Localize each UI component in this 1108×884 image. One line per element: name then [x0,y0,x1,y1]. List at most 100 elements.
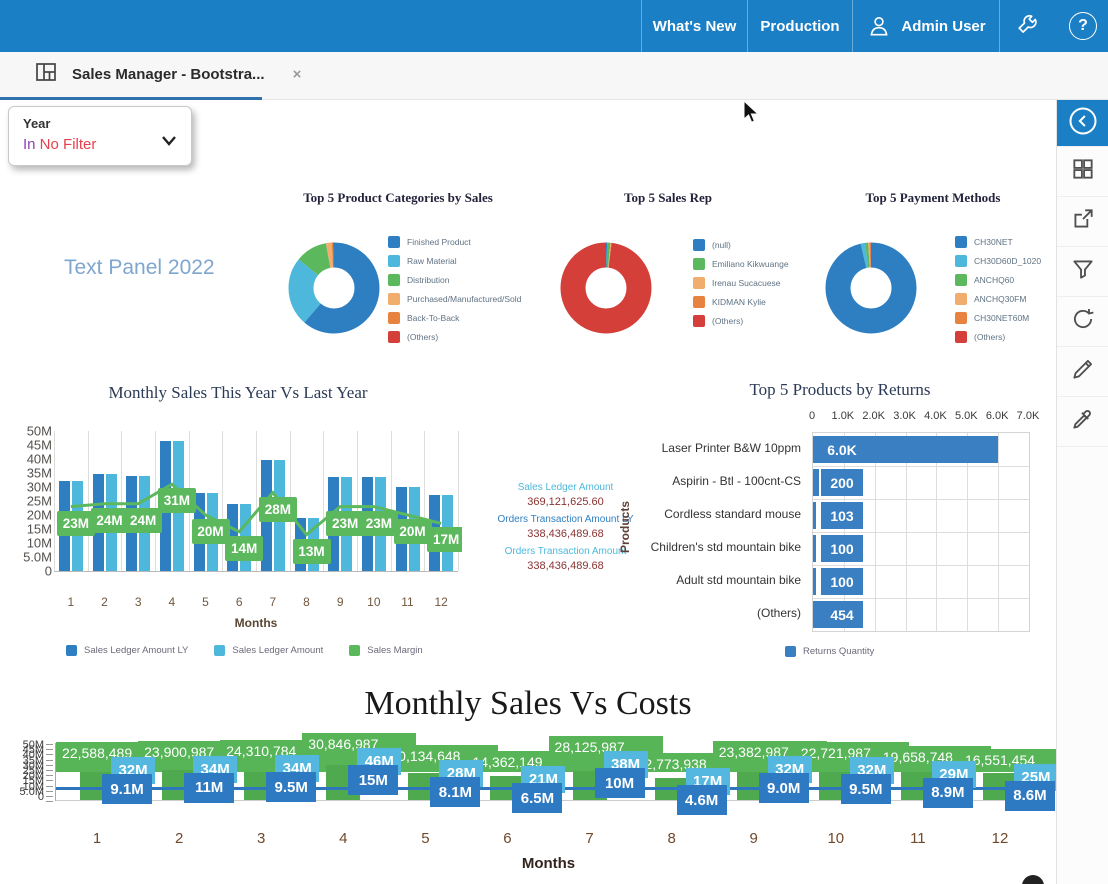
year-filter[interactable]: Year In No Filter [8,106,192,166]
chart-title: Top 5 Products by Returns [749,380,931,399]
y-tick-label: 40M [26,451,52,467]
gridline [121,431,123,571]
legend-swatch [388,311,400,324]
legend-item-back-to-back[interactable]: Back-To-Back [388,308,521,327]
data-label-sales-margin-month-3: 24M [124,507,163,533]
chevron-down-icon[interactable] [159,134,179,153]
gridline [54,431,55,571]
whats-new-label: What's New [652,17,737,35]
chart-legend: CH30NET CH30D60D_1020 ANCHQ60 ANCHQ30FM CH30… [955,232,1041,346]
gridline [424,431,426,571]
legend-item-emiliano-kikwuange[interactable]: Emiliano Kikwuange [693,254,789,273]
legend-label: Irenau Sucacuese [712,277,781,288]
help-icon: ? [1069,12,1097,40]
legend-item-null[interactable]: (null) [693,235,789,254]
x-tick-label: 4 [339,830,348,847]
legend-item-others[interactable]: (Others) [388,327,521,346]
admin-user-button[interactable]: Admin User [852,0,999,52]
refresh-icon [1070,306,1096,337]
gridline [323,431,325,571]
kpi-label-orders-transaction-amount: Orders Transaction Amount [504,546,627,557]
data-label-margin-month-7: 10M [594,768,645,799]
donut-segment-others[interactable] [288,242,380,334]
pencil-icon [1070,356,1096,387]
production-button[interactable]: Production [747,0,852,52]
legend-item-others[interactable]: (Others) [955,327,1041,346]
chevron-left-circle-icon [1068,106,1098,141]
chart-title: Top 5 Product Categories by Sales [303,190,493,205]
legend-label: Returns Quantity [803,646,875,657]
y-tick-label: 50M [26,423,52,439]
legend-label: CH30D60D_1020 [974,255,1042,266]
data-label-sales-margin-month-4: 31M [157,488,196,514]
y-tick-mark [46,744,53,745]
tools-button[interactable] [999,0,1058,52]
bar-children-s-std-mountain-bike[interactable] [813,535,817,562]
legend-label: Emiliano Kikwuange [712,258,789,269]
bar-aspirin-btl-100cnt-cs[interactable] [813,469,820,496]
refresh-button[interactable] [1057,297,1108,347]
legend-swatch [955,235,967,248]
legend-item-ch30net[interactable]: CH30NET [955,232,1041,251]
y-tick-mark [46,759,53,761]
eyedropper-button[interactable] [1057,397,1108,447]
legend-item-distribution[interactable]: Distribution [388,270,521,289]
legend-item-sales-margin[interactable]: Sales Margin [349,645,423,656]
legend-swatch [955,292,967,305]
legend-item-purchased-manufactured-sold[interactable]: Purchased/Manufactured/Sold [388,289,521,308]
bar-adult-std-mountain-bike[interactable] [813,568,817,595]
x-axis-label: Months [234,616,278,630]
legend-item-finished-product[interactable]: Finished Product [388,232,521,251]
data-label-sales-margin-month-11: 20M [393,519,432,544]
y-tick-mark [46,754,53,756]
legend-item-sales-ledger-amount[interactable]: Sales Ledger Amount [214,645,323,656]
collapse-panel-button[interactable] [1057,100,1108,147]
chart-title: Top 5 Sales Rep [623,190,713,205]
legend-item-anchq60[interactable]: ANCHQ60 [955,270,1041,289]
data-label-sales-margin-month-9: 23M [326,510,365,536]
donut-chart[interactable] [286,240,382,336]
legend-swatch [955,311,967,324]
edit-button[interactable] [1057,347,1108,397]
top-header: What's New Production Admin User ? [0,0,1108,52]
share-button[interactable] [1057,197,1108,247]
legend-label: (null) [712,239,731,250]
help-button[interactable]: ? [1058,0,1108,52]
y-tick-mark [46,770,53,771]
legend-item-kidman-kylie[interactable]: KIDMAN Kylie [693,292,789,311]
category-label-aspirin-btl-100cnt-cs: Aspirin - Btl - 100cnt-CS [672,474,801,488]
legend-item-irenau-sucacuese[interactable]: Irenau Sucacuese [693,273,789,292]
donut-segment-others[interactable] [825,242,917,334]
chart-top5-sales-rep: Top 5 Sales Rep (null) Emiliano Kikwuange… [538,190,798,345]
tab-sales-manager[interactable]: Sales Manager - Bootstra... × [0,52,301,97]
data-label-cordless-standard-mouse: 103 [821,502,863,529]
x-tick-label: 6 [235,595,243,609]
legend-item-sales-ledger-amount-ly[interactable]: Sales Ledger Amount LY [66,645,188,656]
filter-button[interactable] [1057,247,1108,297]
y-tick-label: 0 [44,563,52,579]
legend-item-ch30d60d-1020[interactable]: CH30D60D_1020 [955,251,1041,270]
tab-close-icon[interactable]: × [292,66,302,83]
legend-label: ANCHQ60 [974,274,1015,285]
x-tick-label: 11 [401,595,414,609]
widgets-grid-button[interactable] [1057,147,1108,197]
data-label-margin-month-5: 8.1M [430,777,481,808]
legend-item-ch30net60m[interactable]: CH30NET60M [955,308,1041,327]
bar-cordless-standard-mouse[interactable] [813,502,817,529]
donut-segment-raw-material[interactable] [288,242,380,334]
data-label-margin-month-11: 8.9M [922,777,973,808]
legend-item-others[interactable]: (Others) [693,311,789,330]
donut-chart[interactable] [823,240,919,336]
legend-label: KIDMAN Kylie [712,296,766,307]
whats-new-button[interactable]: What's New [641,0,747,52]
legend-item-anchq30fm[interactable]: ANCHQ30FM [955,289,1041,308]
donut-chart[interactable] [558,240,654,336]
legend-label: Back-To-Back [407,312,460,323]
line-series[interactable] [70,482,442,537]
y-tick-label: 20M [26,507,52,523]
legend-item-raw-material[interactable]: Raw Material [388,251,521,270]
y-axis-label: Products [618,500,633,554]
data-label-adult-std-mountain-bike: 100 [821,568,863,595]
donut-segment-others[interactable] [560,242,652,334]
admin-user-label: Admin User [901,17,986,35]
